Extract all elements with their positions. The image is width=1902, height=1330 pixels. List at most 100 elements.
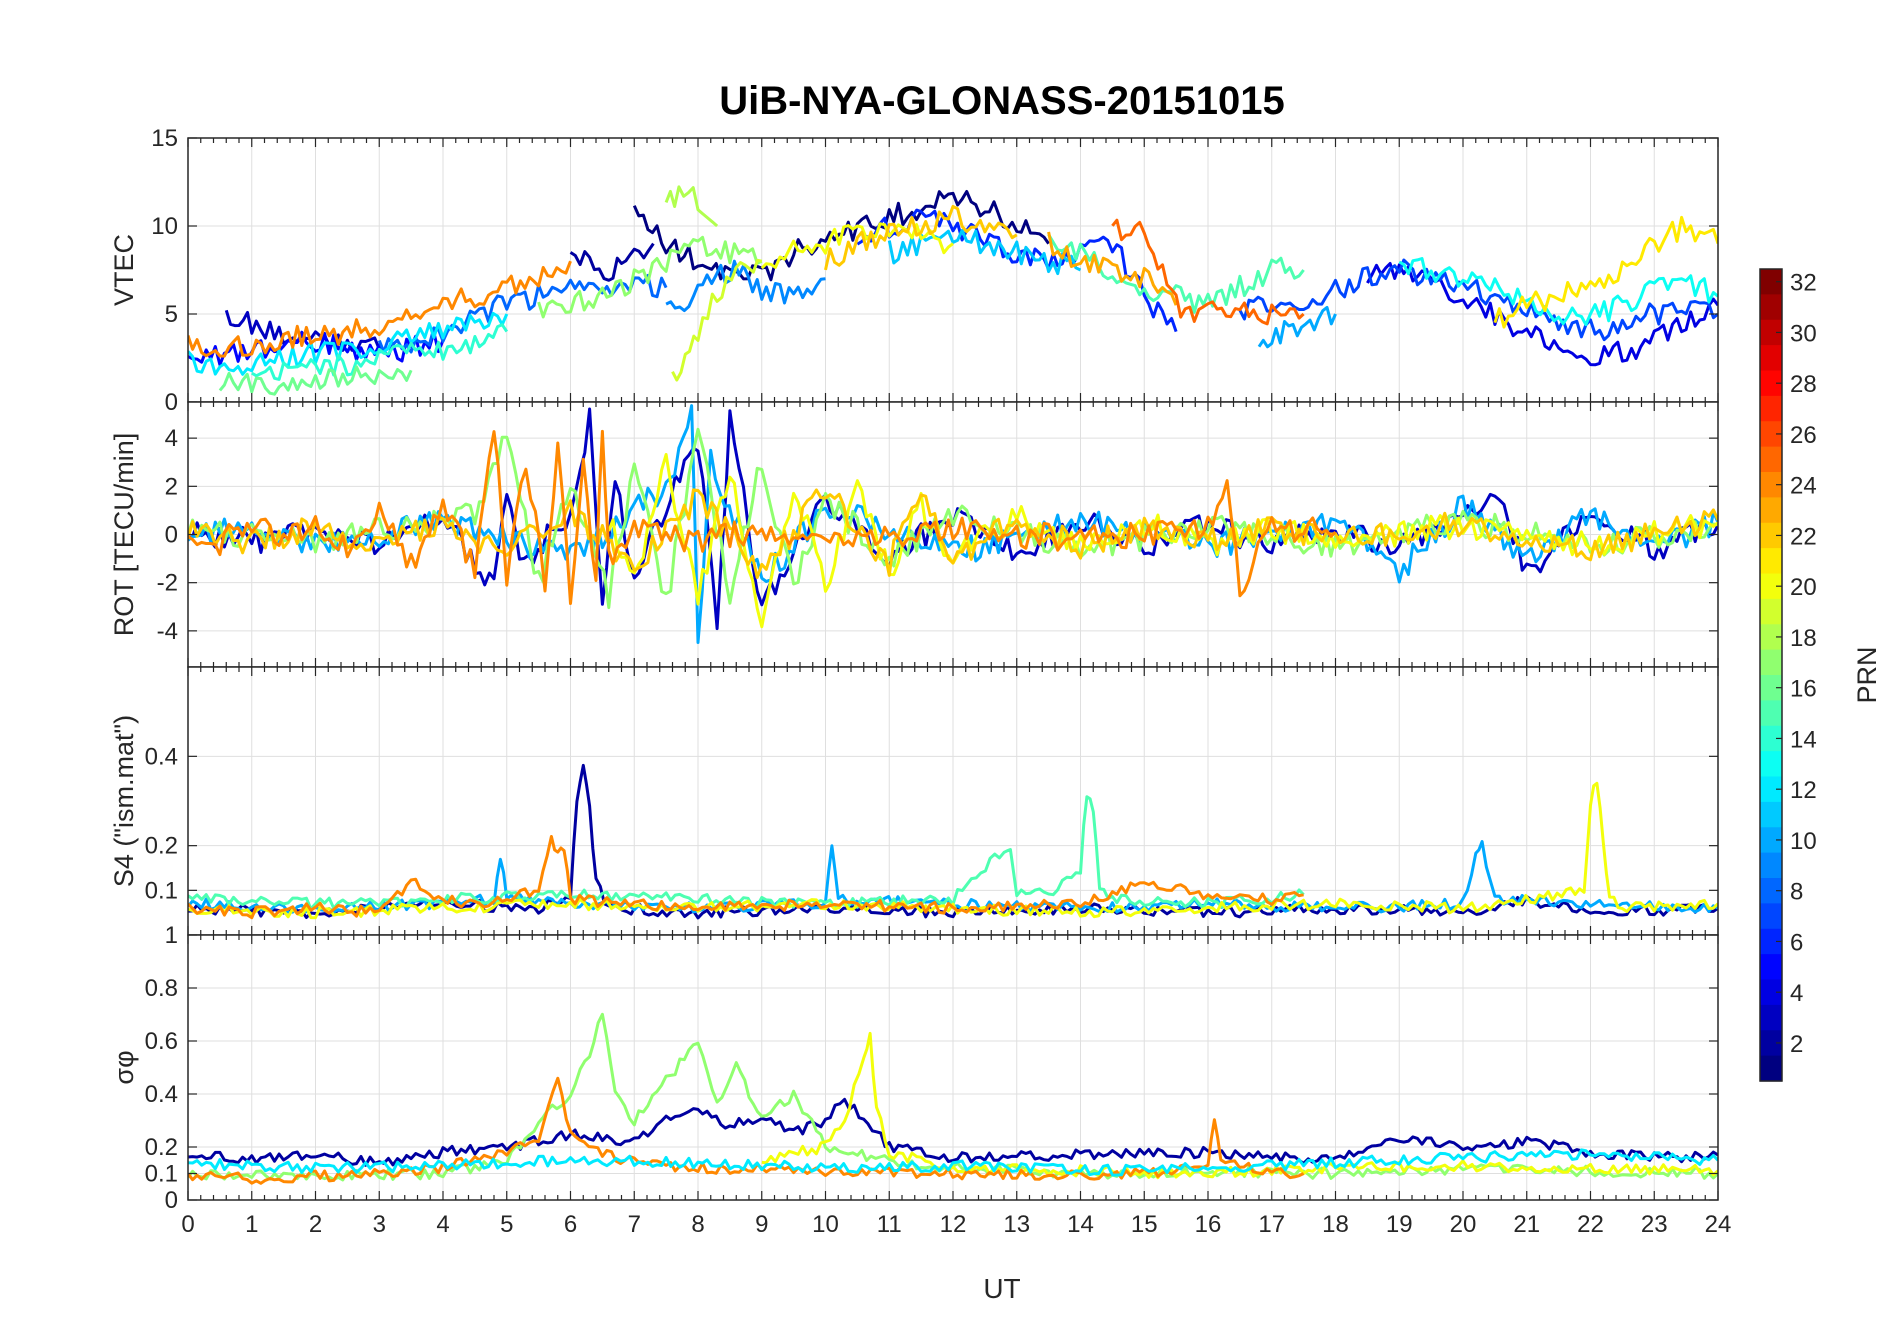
y-tick-label: 10 (151, 213, 178, 240)
colorbar-tick-label: 10 (1790, 828, 1817, 855)
series-group (188, 185, 1718, 396)
colorbar-tick-label: 4 (1790, 980, 1803, 1007)
x-tick-label: 3 (373, 1211, 386, 1238)
y-axis-label: ROT [TECU/min] (109, 433, 139, 637)
y-tick-label: 2 (165, 473, 178, 500)
colorbar-swatch (1760, 497, 1782, 524)
x-tick-label: 13 (1003, 1211, 1030, 1238)
colorbar-frame (1759, 268, 1783, 1082)
colorbar-tick-label: 14 (1790, 726, 1817, 753)
colorbar-tick-label: 26 (1790, 422, 1817, 449)
colorbar-swatch (1760, 776, 1782, 803)
x-tick-label: 14 (1067, 1211, 1094, 1238)
series-group (188, 404, 1718, 644)
colorbar-tick-label: 30 (1790, 320, 1817, 347)
colorbar-tick-label: 24 (1790, 473, 1817, 500)
x-tick-label: 8 (691, 1211, 704, 1238)
series-prn-23 (1047, 231, 1178, 306)
colorbar-swatch (1760, 573, 1782, 600)
y-axis-label: σφ (109, 1050, 139, 1084)
series-prn-19 (671, 258, 763, 382)
colorbar-tick-label: 8 (1790, 879, 1803, 906)
x-tick-label: 4 (436, 1211, 449, 1238)
series-prn-25 (1111, 218, 1305, 326)
colorbar-swatch (1760, 421, 1782, 448)
x-tick-label: 24 (1705, 1211, 1732, 1238)
y-tick-label: 0.4 (145, 743, 178, 770)
x-tick-label: 10 (812, 1211, 839, 1238)
colorbar-swatch (1760, 827, 1782, 854)
panel-s4: 0.1 0.2 0.4S4 ("ism.mat") (109, 666, 1719, 936)
x-tick-label: 5 (500, 1211, 513, 1238)
colorbar-swatch (1760, 954, 1782, 981)
y-tick-label: 0.8 (145, 975, 178, 1002)
colorbar-swatch (1760, 1004, 1782, 1031)
y-tick-label: 15 (151, 125, 178, 152)
series-prn-9 (665, 259, 826, 313)
colorbar-swatch (1760, 548, 1782, 575)
series-prn-24 (188, 429, 1337, 605)
y-tick-label: 1 (165, 922, 178, 949)
colorbar-swatch (1760, 624, 1782, 651)
y-tick-label: 0 (165, 389, 178, 416)
x-tick-label: 17 (1258, 1211, 1285, 1238)
colorbar-swatch (1760, 801, 1782, 828)
series-prn-22 (824, 204, 1018, 271)
colorbar-swatch (1760, 370, 1782, 397)
colorbar-swatch (1760, 522, 1782, 549)
y-axis-label: VTEC (109, 234, 139, 306)
x-tick-label: 6 (564, 1211, 577, 1238)
colorbar-swatch (1760, 928, 1782, 955)
x-tick-label: 16 (1195, 1211, 1222, 1238)
colorbar-swatch (1760, 903, 1782, 930)
colorbar-tick-label: 16 (1790, 676, 1817, 703)
x-tick-label: 19 (1386, 1211, 1413, 1238)
series-prn-2 (569, 242, 655, 282)
chart-title: UiB-NYA-GLONASS-20151015 (719, 79, 1284, 123)
panel-sigma_phi: 00.10.2 0.4 0.6 0.8 1 σφ (109, 922, 1719, 1214)
series-prn-10 (1257, 305, 1337, 349)
x-tick-label: 18 (1322, 1211, 1349, 1238)
colorbar-swatch (1760, 700, 1782, 727)
colorbar-swatch (1760, 751, 1782, 778)
colorbar-swatch (1760, 446, 1782, 473)
colorbar-tick-label: 22 (1790, 523, 1817, 550)
colorbar-tick-label: 20 (1790, 574, 1817, 601)
x-axis-label: UT (983, 1273, 1020, 1304)
y-tick-label: -4 (157, 618, 178, 645)
series-prn-2 (188, 1097, 1718, 1167)
series-prn-20 (760, 222, 954, 270)
colorbar-swatch (1760, 294, 1782, 321)
series-prn-22 (188, 488, 1718, 579)
series-prn-7 (1238, 258, 1718, 342)
colorbar-swatch (1760, 675, 1782, 701)
colorbar-swatch (1760, 725, 1782, 752)
colorbar-swatch (1760, 649, 1782, 676)
y-tick-label: 0.6 (145, 1028, 178, 1055)
series-prn-12 (188, 1148, 1718, 1177)
series-prn-21 (1493, 215, 1718, 329)
x-tick-label: 0 (181, 1211, 194, 1238)
x-tick-label: 2 (309, 1211, 322, 1238)
colorbar-swatch (1760, 472, 1782, 498)
series-group (188, 1012, 1718, 1185)
series-prn-14 (251, 323, 509, 381)
colorbar-tick-label: 18 (1790, 625, 1817, 652)
series-prn-24 (188, 835, 1304, 920)
y-tick-label: 4 (165, 425, 178, 452)
series-group (188, 763, 1718, 920)
colorbar-tick-label: 6 (1790, 929, 1803, 956)
series-prn-13 (1398, 257, 1718, 327)
x-tick-label: 12 (940, 1211, 967, 1238)
colorbar-swatch (1760, 1030, 1782, 1057)
y-tick-label: -2 (157, 570, 178, 597)
series-prn-8 (377, 274, 668, 354)
x-tick-label: 21 (1513, 1211, 1540, 1238)
x-tick-label: 15 (1131, 1211, 1158, 1238)
x-tick-label: 1 (245, 1211, 258, 1238)
series-prn-15 (1047, 233, 1305, 314)
colorbar-swatch (1760, 979, 1782, 1006)
